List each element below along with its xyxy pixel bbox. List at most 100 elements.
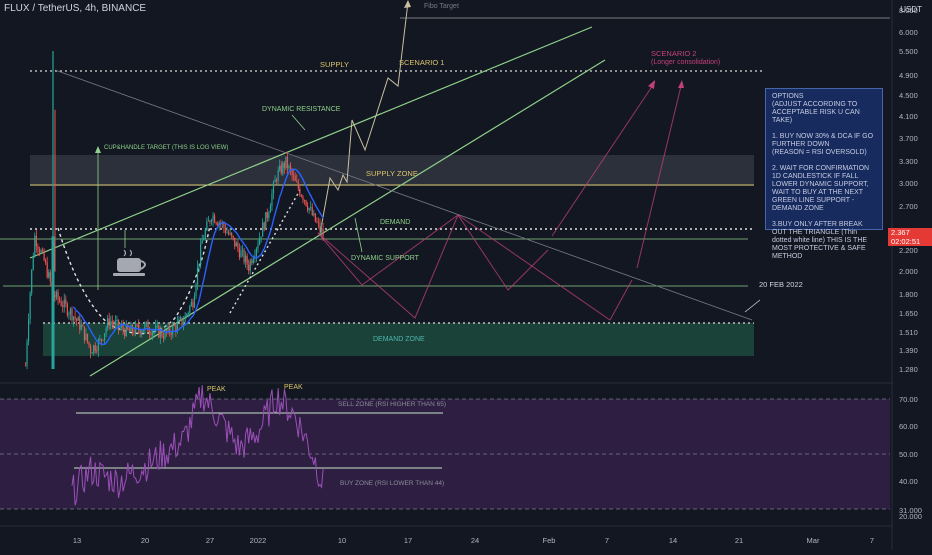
candle-body <box>37 246 38 249</box>
candle-body <box>262 223 263 237</box>
candle-body <box>119 327 120 328</box>
rsi-buy-zone-label: BUY ZONE (RSI LOWER THAN 44) <box>340 480 444 487</box>
candle-body <box>115 321 116 325</box>
candle-body <box>185 315 186 322</box>
candle-body <box>242 250 243 251</box>
candle-body <box>85 334 86 340</box>
candle-body <box>203 239 204 240</box>
symbol-title[interactable]: FLUX / TetherUS, 4h, BINANCE <box>4 3 146 14</box>
candle-body <box>107 319 108 329</box>
currency-label: USDT <box>900 5 922 14</box>
candle-body <box>174 325 175 326</box>
candle-body <box>200 244 201 264</box>
candle-body <box>295 176 296 180</box>
candle-body <box>313 213 314 215</box>
candle-body <box>217 223 218 225</box>
candle-body <box>226 232 227 233</box>
candle-body <box>256 248 257 255</box>
candle-body <box>57 292 58 299</box>
candle-body <box>273 182 274 193</box>
candle-body <box>234 238 235 247</box>
candle-body <box>323 229 324 236</box>
scenario1-label: SCENARIO 1 <box>399 58 444 67</box>
time-tick-label: 27 <box>206 536 214 545</box>
candle-body <box>216 223 217 224</box>
candle-body <box>68 314 69 315</box>
candle-body <box>146 322 147 324</box>
candle-body <box>268 213 269 218</box>
rsi-tick-label: 50.00 <box>899 450 918 459</box>
candle-body <box>64 299 65 306</box>
candle-body <box>96 351 97 352</box>
candle-body <box>65 299 66 303</box>
candle-body <box>133 332 134 334</box>
candle-body <box>208 221 209 222</box>
candle-body <box>265 212 266 229</box>
candle-body <box>180 318 181 319</box>
price-axis[interactable]: 8.050 6.000 5.500 4.900 4.500 4.100 3.700 3.300… <box>899 6 918 374</box>
candle-body <box>109 319 110 326</box>
candle-body <box>28 319 29 341</box>
candle-body <box>321 229 322 231</box>
candle-body <box>124 330 125 336</box>
candle-body <box>287 157 288 169</box>
candle-body <box>293 175 294 176</box>
time-tick-label: 2022 <box>250 536 267 545</box>
rsi-peak-label-1: PEAK <box>207 386 226 393</box>
price-tick-label: 3.700 <box>899 134 918 143</box>
candle-body <box>267 212 268 218</box>
candle-body <box>48 272 49 277</box>
fibo-target-label: Fibo Target <box>424 3 459 10</box>
candle-body <box>312 207 313 215</box>
candle-body <box>50 272 51 281</box>
candle-body <box>76 319 77 321</box>
candle-body <box>62 306 63 307</box>
candle-body <box>113 323 114 325</box>
price-tick-label: 2.200 <box>899 246 918 255</box>
demand-zone-label: DEMAND ZONE <box>373 336 425 343</box>
candle-body <box>270 206 271 212</box>
time-tick-label: Mar <box>807 536 820 545</box>
option-3: 3.BUY ONLY AFTER BREAK OUT THE TRIANGLE … <box>772 221 876 261</box>
candle-body <box>129 329 130 331</box>
candle-body <box>112 321 113 323</box>
candle-body <box>296 181 297 182</box>
candle-body <box>250 261 251 271</box>
candle-body <box>26 341 27 365</box>
candle-body <box>231 233 232 236</box>
current-price-value: 2.367 <box>891 228 932 237</box>
candle-body <box>183 322 184 325</box>
candle-body <box>233 236 234 238</box>
candle-body <box>236 243 237 246</box>
candle-body <box>52 236 55 369</box>
candle-body <box>237 243 238 248</box>
candle-body <box>253 259 254 263</box>
candle-body <box>143 330 144 331</box>
candle-body <box>307 206 308 210</box>
candle-body <box>194 296 195 307</box>
candle-body <box>281 165 282 173</box>
option-1: 1. BUY NOW 30% & DCA IF GO FURTHER DOWN … <box>772 133 876 157</box>
candle-body <box>71 309 72 320</box>
candle-body <box>316 221 317 222</box>
candle-body <box>93 345 94 353</box>
candle-body <box>239 248 240 257</box>
candle-body <box>104 333 105 340</box>
time-tick-label: 17 <box>404 536 412 545</box>
candle-body <box>101 339 102 340</box>
candle-body <box>214 215 215 222</box>
time-axis[interactable]: 13 20 27 2022 10 17 24 Feb 7 14 21 Mar 7 <box>73 536 874 545</box>
candle-body <box>172 325 173 334</box>
candle-body <box>251 261 252 263</box>
candle-body <box>36 236 37 247</box>
candle-body <box>274 180 275 182</box>
candle-body <box>189 306 190 313</box>
demand-label: DEMAND <box>380 219 410 226</box>
price-tick-label: 6.000 <box>899 28 918 37</box>
candle-body <box>141 332 142 335</box>
candle-body <box>288 166 289 168</box>
candle-body <box>54 295 55 297</box>
